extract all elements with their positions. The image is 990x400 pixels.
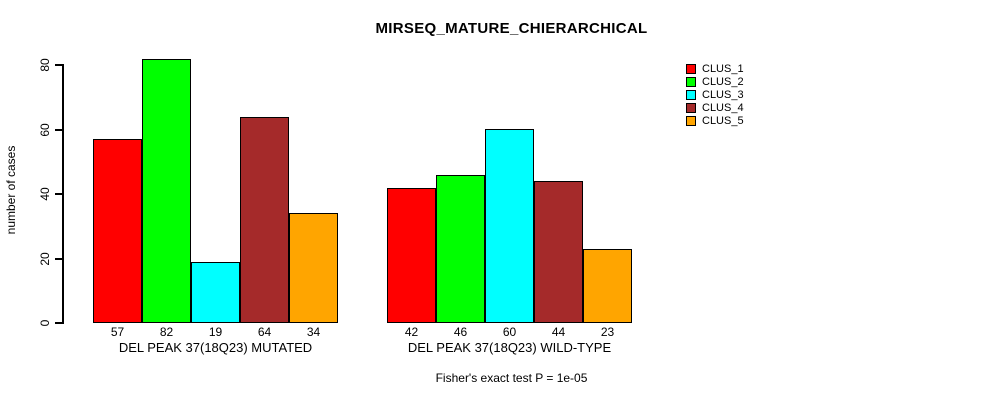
legend-label: CLUS_5 (702, 114, 744, 127)
legend-item-clus-5: CLUS_5 (686, 114, 744, 127)
bar-value-label: 44 (551, 325, 566, 339)
x-group-label-1: DEL PEAK 37(18Q23) MUTATED (118, 340, 313, 355)
y-axis-title: number of cases (4, 145, 18, 235)
y-axis-tick-label-80: 80 (38, 58, 52, 72)
footnote-fisher-test: Fisher's exact test P = 1e-05 (435, 371, 588, 385)
bar-value-label: 82 (159, 325, 174, 339)
bar-clus-1-group-1 (93, 139, 142, 323)
bar-clus-4-group-1 (240, 117, 289, 323)
y-axis-tick-label-0: 0 (38, 319, 52, 327)
legend-swatch-clus-2 (686, 76, 696, 87)
legend-item-clus-2: CLUS_2 (686, 75, 744, 88)
bar-value-label: 42 (404, 325, 419, 339)
y-axis-tick-20 (55, 258, 62, 260)
bar-value-label: 57 (110, 325, 125, 339)
y-axis-tick-80 (55, 64, 62, 66)
legend-label: CLUS_3 (702, 88, 744, 101)
bar-value-label: 19 (208, 325, 223, 339)
bar-value-label: 60 (502, 325, 517, 339)
bar-clus-3-group-2 (485, 129, 534, 323)
bar-value-label: 64 (257, 325, 272, 339)
bar-value-label: 46 (453, 325, 468, 339)
legend: CLUS_1 CLUS_2 CLUS_3 CLUS_4 CLUS_5 (686, 62, 744, 127)
legend-item-clus-3: CLUS_3 (686, 88, 744, 101)
y-axis-tick-0 (55, 322, 62, 324)
bar-clus-2-group-1 (142, 59, 191, 323)
legend-swatch-clus-3 (686, 89, 696, 100)
legend-label: CLUS_2 (702, 75, 744, 88)
legend-swatch-clus-4 (686, 102, 696, 113)
y-axis-tick-60 (55, 129, 62, 131)
bar-clus-1-group-2 (387, 188, 436, 323)
bar-value-label: 34 (306, 325, 321, 339)
chart-title: MIRSEQ_MATURE_CHIERARCHICAL (375, 20, 648, 37)
bar-clus-5-group-1 (289, 213, 338, 323)
y-axis-tick-label-60: 60 (38, 123, 52, 137)
legend-label: CLUS_1 (702, 62, 744, 75)
bar-clus-4-group-2 (534, 181, 583, 323)
bar-clus-3-group-1 (191, 262, 240, 323)
legend-label: CLUS_4 (702, 101, 744, 114)
y-axis-line (62, 64, 64, 324)
legend-swatch-clus-5 (686, 115, 696, 126)
y-axis-tick-40 (55, 193, 62, 195)
y-axis-tick-label-40: 40 (38, 187, 52, 201)
legend-item-clus-1: CLUS_1 (686, 62, 744, 75)
y-axis-tick-label-20: 20 (38, 252, 52, 266)
legend-item-clus-4: CLUS_4 (686, 101, 744, 114)
bar-value-label: 23 (600, 325, 615, 339)
bar-clus-5-group-2 (583, 249, 632, 323)
x-group-label-2: DEL PEAK 37(18Q23) WILD-TYPE (407, 340, 612, 355)
legend-swatch-clus-1 (686, 63, 696, 74)
bar-clus-2-group-2 (436, 175, 485, 323)
